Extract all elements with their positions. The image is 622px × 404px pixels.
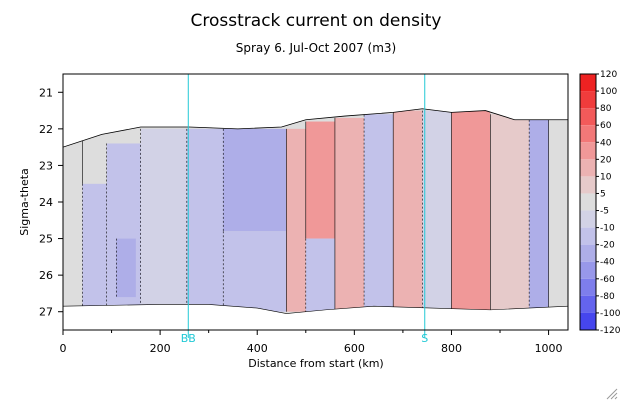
colorbar-tick-label: 120: [600, 70, 617, 80]
colorbar-tick-label: -5: [600, 207, 609, 217]
colorbar-swatch: [580, 125, 596, 143]
y-axis-label: Sigma-theta: [18, 168, 31, 236]
x-tick-label: 600: [344, 342, 365, 355]
field-region: [451, 110, 491, 312]
y-axis-ticks: 21 22 23 24 25 26 27: [39, 86, 63, 319]
colorbar-tick-label: -80: [600, 292, 615, 302]
colorbar-tick-label: 100: [600, 87, 617, 97]
field-region: [548, 117, 568, 312]
field-region: [286, 128, 306, 312]
x-axis-ticks: 0 200 400 600 800 1000: [60, 330, 563, 355]
colorbar-swatch: [580, 244, 596, 262]
field-region: [63, 128, 83, 312]
colorbar: 120 100 80 60 40 20 10 5 -5 -10 -20 -40 -60 -80 -100 -1…: [579, 70, 621, 336]
field-region: [116, 238, 136, 298]
colorbar-swatch: [580, 176, 596, 194]
colorbar-tick-label: -100: [600, 309, 621, 319]
field-region: [305, 121, 335, 239]
field-region: [364, 114, 394, 312]
x-tick-label: 200: [150, 342, 171, 355]
colorbar-swatch: [580, 261, 596, 279]
contour-field: [63, 108, 568, 314]
y-tick-label: 23: [39, 159, 53, 172]
marker-label: BB: [181, 332, 196, 345]
colorbar-swatch: [580, 74, 596, 92]
domain-top-contour: [63, 108, 568, 148]
field-region: [422, 110, 452, 312]
colorbar-tick-label: 60: [600, 121, 612, 131]
resize-grip-icon[interactable]: [604, 386, 618, 400]
field-region: [186, 128, 224, 312]
marker-lines: BB S: [181, 74, 428, 345]
colorbar-tick-label: 5: [600, 189, 606, 199]
colorbar-swatch: [580, 91, 596, 109]
colorbar-tick-label: 40: [600, 138, 612, 148]
colorbar-tick-label: -40: [600, 258, 615, 268]
field-region: [393, 110, 423, 312]
colorbar-tick-label: 80: [600, 104, 612, 114]
colorbar-swatch: [580, 295, 596, 313]
colorbar-tick-label: 20: [600, 155, 612, 165]
colorbar-swatch: [580, 142, 596, 160]
colorbar-swatch: [580, 210, 596, 228]
y-tick-label: 22: [39, 123, 53, 136]
field-region: [334, 117, 365, 312]
field-region: [223, 231, 287, 312]
x-tick-label: 800: [441, 342, 462, 355]
y-tick-label: 24: [39, 196, 53, 209]
colorbar-tick-label: -10: [600, 224, 615, 234]
colorbar-swatch: [580, 312, 596, 330]
x-tick-label: 400: [247, 342, 268, 355]
colorbar-swatch: [580, 108, 596, 126]
field-region: [490, 114, 530, 312]
y-tick-label: 27: [39, 306, 53, 319]
x-tick-label: 0: [60, 342, 67, 355]
y-tick-label: 21: [39, 86, 53, 99]
domain-fill: [63, 108, 568, 314]
x-axis-label: Distance from start (km): [248, 357, 383, 370]
marker-label: S: [421, 332, 428, 345]
field-region: [305, 238, 335, 312]
colorbar-swatch: [580, 278, 596, 296]
colorbar-swatch: [580, 227, 596, 245]
field-region: [140, 128, 187, 312]
y-tick-label: 26: [39, 269, 53, 282]
colorbar-swatch: [580, 193, 596, 211]
y-tick-label: 25: [39, 233, 53, 246]
field-region: [82, 183, 107, 312]
x-tick-label: 1000: [535, 342, 563, 355]
field-region: [529, 117, 549, 312]
chart-title: Crosstrack current on density: [191, 11, 442, 31]
colorbar-tick-label: -20: [600, 241, 615, 251]
colorbar-tick-label: -60: [600, 275, 615, 285]
colorbar-swatch: [580, 159, 596, 177]
contour-lines: [63, 108, 568, 314]
field-region: [223, 128, 287, 232]
colorbar-tick-label: -120: [600, 326, 621, 336]
colorbar-frame: [579, 73, 597, 331]
chart-subtitle: Spray 6. Jul-Oct 2007 (m3): [236, 41, 396, 55]
colorbar-tick-label: 10: [600, 172, 612, 182]
